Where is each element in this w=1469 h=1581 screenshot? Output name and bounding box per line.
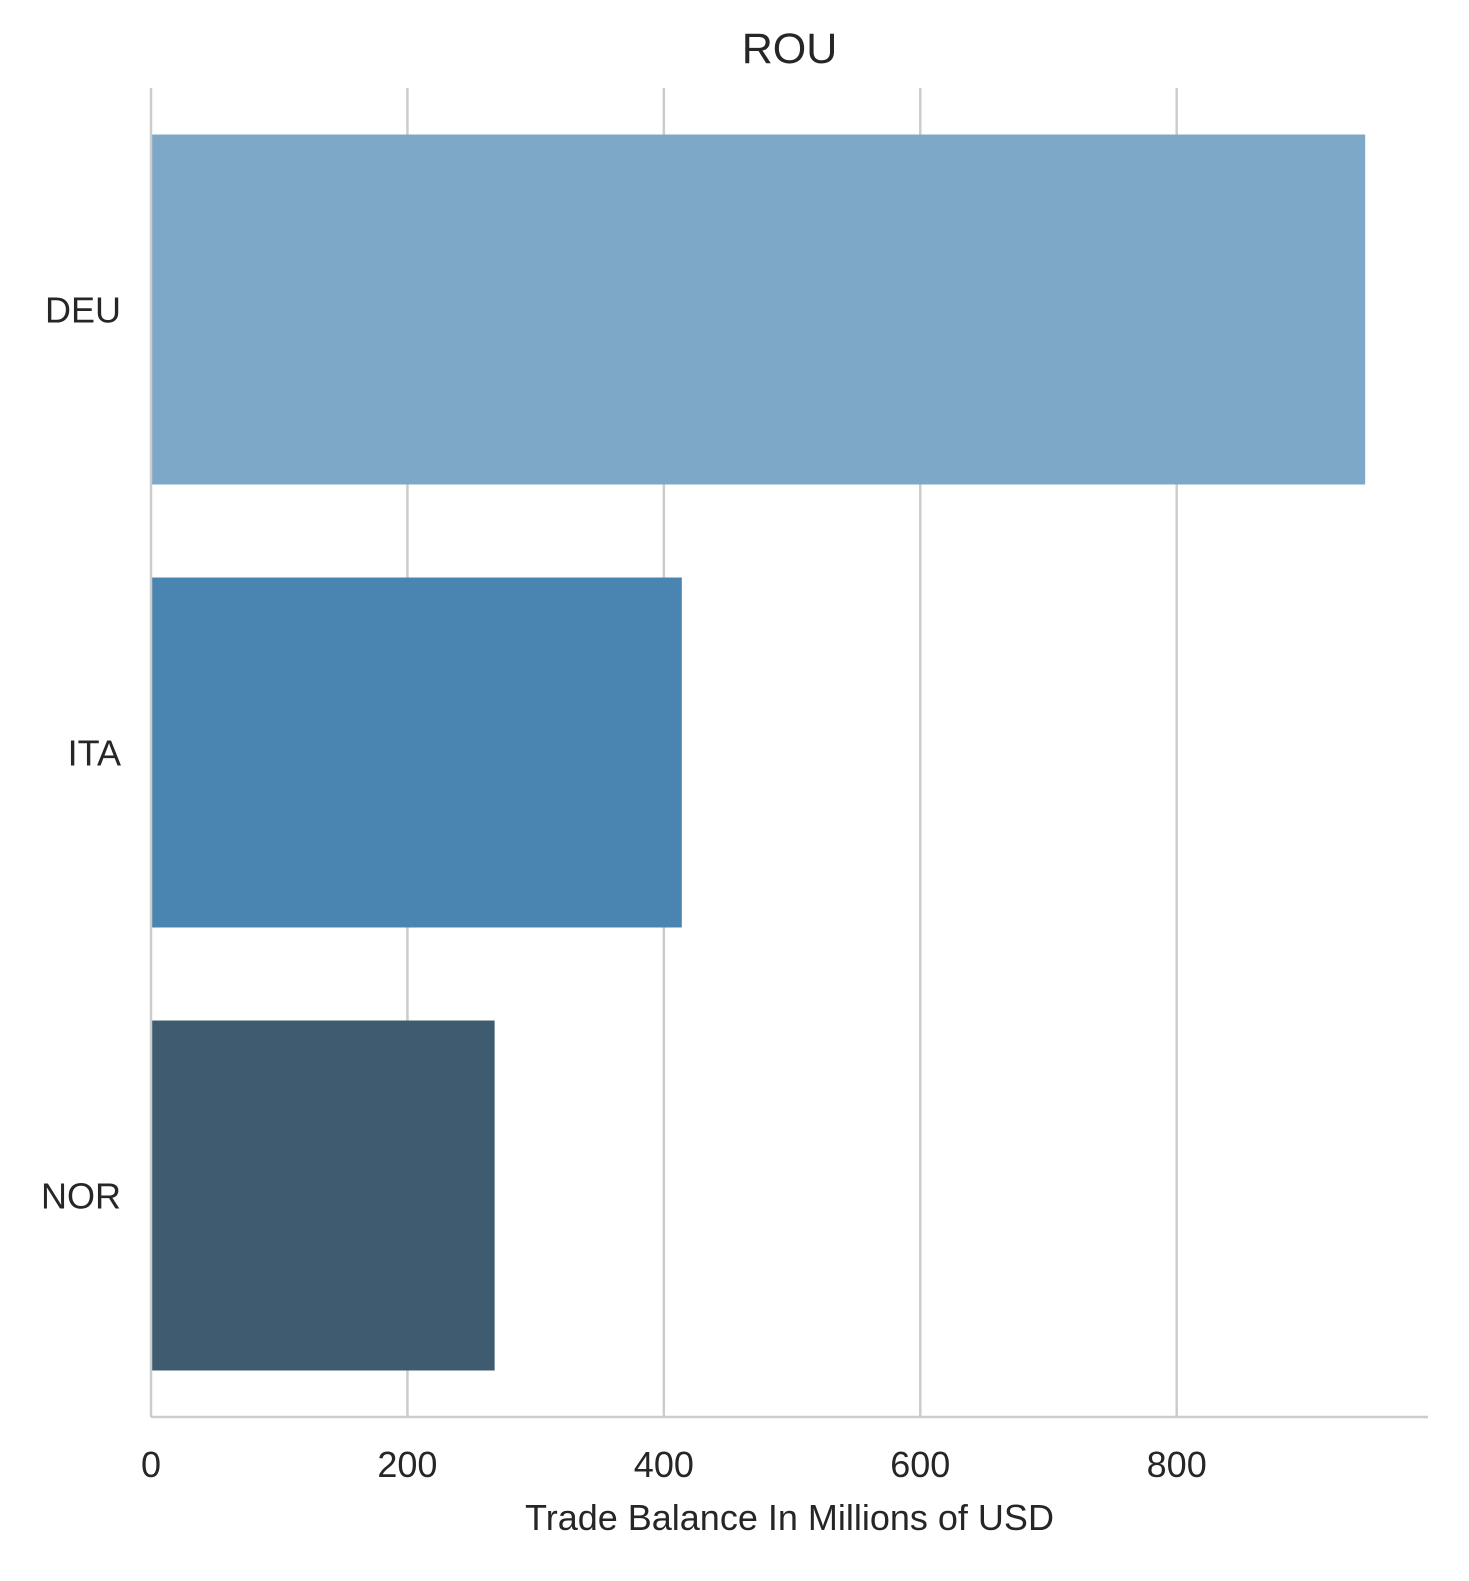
x-tick-labels: 0 200 400 600 800 <box>141 1444 1207 1485</box>
x-tick-label-200: 200 <box>377 1444 437 1485</box>
axes <box>149 88 1428 1419</box>
category-label-deu: DEU <box>45 290 121 331</box>
x-axis-title: Trade Balance In Millions of USD <box>525 1497 1054 1538</box>
bar-deu <box>151 134 1366 485</box>
category-label-ita: ITA <box>68 733 121 774</box>
category-label-nor: NOR <box>41 1176 121 1217</box>
x-tick-label-400: 400 <box>634 1444 694 1485</box>
x-tick-label-800: 800 <box>1147 1444 1207 1485</box>
bar-nor <box>151 1020 495 1371</box>
x-tick-label-600: 600 <box>890 1444 950 1485</box>
bar-ita <box>151 577 682 928</box>
bars <box>151 134 1366 1371</box>
category-labels: DEU ITA NOR <box>41 290 121 1217</box>
x-tick-label-0: 0 <box>141 1444 161 1485</box>
chart-title: ROU <box>742 25 838 73</box>
